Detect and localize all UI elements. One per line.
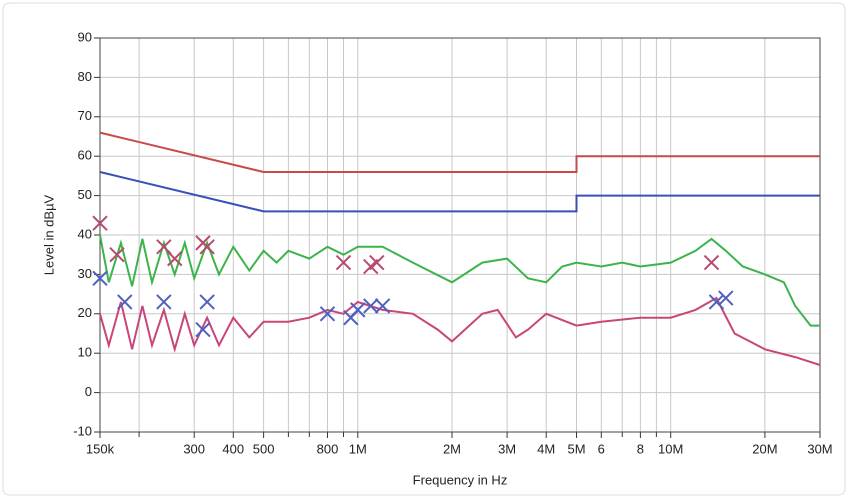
- y-tick-label: 20: [78, 305, 92, 320]
- x-tick-label: 20M: [752, 441, 777, 456]
- x-tick-label: 300: [183, 441, 205, 456]
- y-tick-label: 40: [78, 226, 92, 241]
- x-tick-label: 8: [637, 441, 644, 456]
- x-tick-label: 2M: [443, 441, 461, 456]
- x-tick-label: 5M: [567, 441, 585, 456]
- x-marker: [195, 321, 211, 338]
- x-tick-label: 6: [598, 441, 605, 456]
- series-line: [99, 131, 820, 173]
- x-marker: [109, 246, 125, 263]
- x-marker: [708, 294, 725, 310]
- y-tick-label: 50: [78, 187, 92, 202]
- y-tick-label: 60: [78, 148, 92, 163]
- y-axis-label: Level in dBµV: [41, 194, 56, 275]
- y-tick-label: -10: [73, 423, 92, 438]
- x-marker: [92, 270, 108, 287]
- x-tick-label: 150k: [86, 441, 115, 456]
- x-marker: [319, 306, 336, 322]
- series-line: [99, 296, 821, 366]
- x-axis-label: Frequency in Hz: [413, 472, 508, 487]
- y-tick-label: 90: [78, 29, 92, 44]
- x-marker: [363, 298, 379, 314]
- x-tick-label: 800: [317, 441, 339, 456]
- series-line: [99, 171, 820, 213]
- x-marker: [167, 250, 183, 267]
- x-marker: [117, 294, 133, 310]
- x-tick-label: 4M: [537, 441, 555, 456]
- x-marker: [374, 298, 391, 314]
- y-tick-label: 10: [78, 345, 92, 360]
- x-tick-label: 500: [253, 441, 275, 456]
- x-tick-label: 10M: [658, 441, 683, 456]
- x-marker: [350, 302, 366, 318]
- x-marker: [718, 290, 734, 306]
- y-tick-label: 80: [78, 69, 92, 84]
- x-tick-label: 30M: [807, 441, 832, 456]
- x-tick-label: 1M: [349, 441, 367, 456]
- y-tick-label: 0: [85, 384, 92, 399]
- x-marker: [369, 254, 385, 271]
- y-tick-label: 30: [78, 266, 92, 281]
- x-tick-label: 400: [222, 441, 244, 456]
- x-marker: [703, 254, 720, 271]
- series-line: [99, 234, 820, 327]
- x-marker: [335, 254, 352, 271]
- x-marker: [156, 294, 172, 310]
- x-marker: [92, 215, 108, 231]
- x-marker: [199, 239, 215, 255]
- x-tick-label: 3M: [498, 441, 516, 456]
- y-tick-label: 70: [78, 108, 92, 123]
- x-marker: [199, 294, 215, 310]
